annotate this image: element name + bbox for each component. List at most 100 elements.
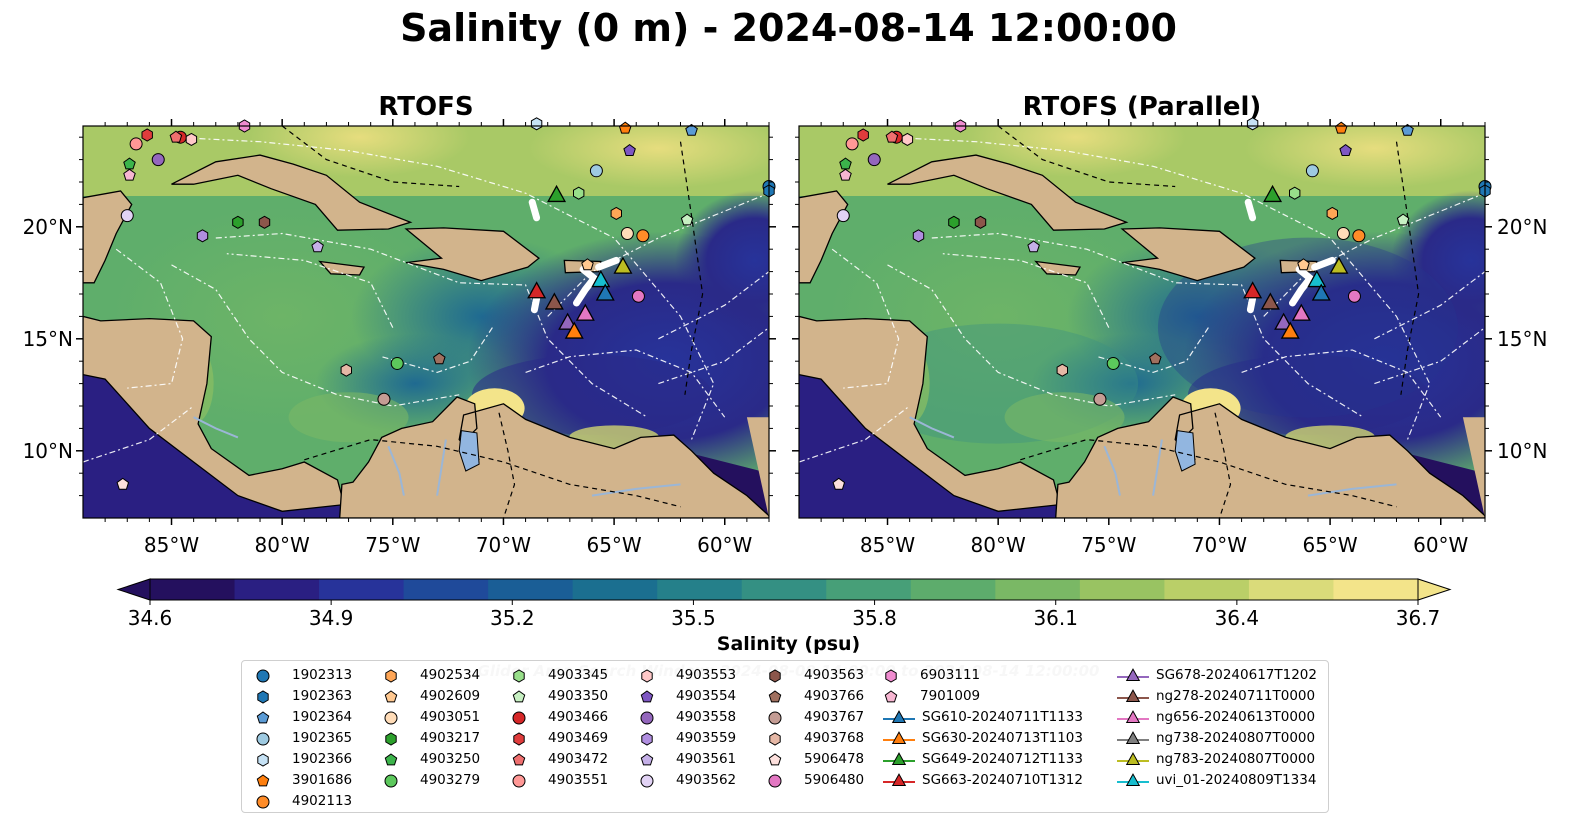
colorbar-segment (995, 579, 1081, 600)
legend-marker (640, 774, 654, 788)
float-marker-4903561 (311, 240, 324, 253)
legend-label: 4903051 (420, 709, 481, 725)
glider-marker-ng783-20240807T0000 (1329, 256, 1349, 274)
float-marker-5906478 (116, 477, 130, 490)
legend-marker (769, 732, 781, 746)
legend-marker (641, 732, 653, 746)
float-marker-4903345 (1289, 186, 1301, 200)
legend-marker (512, 753, 526, 766)
colorbar-tick-label: 35.5 (671, 606, 716, 630)
glider-marker-ng278-20240711T0000 (544, 292, 564, 310)
legend-symbol (257, 753, 269, 767)
float-marker-4903562 (836, 209, 850, 223)
legend-item-4903469: 4903469 (510, 728, 608, 748)
legend-label: 4903217 (420, 730, 481, 746)
legend-label: 5906478 (804, 751, 865, 767)
float-marker-4903472 (885, 130, 899, 143)
legend-label: SG663-20240710T1312 (922, 772, 1083, 788)
legend-marker (256, 774, 270, 787)
legend-item-4903250: 4903250 (382, 749, 480, 769)
legend-item-4903551: 4903551 (510, 770, 608, 790)
legend-item-ng656-20240613T0000: ng656-20240613T0000 (1116, 707, 1315, 727)
legend-label: 4903559 (676, 730, 737, 746)
landmass (83, 190, 133, 284)
legend-symbol (769, 732, 781, 746)
legend-symbol (640, 753, 654, 766)
float-marker-4903768 (340, 363, 352, 377)
legend-marker (884, 690, 898, 703)
glider-marker-SG678-20240617T1202 (1274, 312, 1294, 330)
map-axes: 85°W 80°W 75°W 70°W 65°W 60°W 20°N 15°N 10°N 85°W… (23, 119, 1547, 557)
x-tick-label: 70°W (476, 533, 531, 557)
legend-item-6903111: 6903111 (882, 665, 980, 685)
float-marker-4902609 (1297, 258, 1310, 271)
legend-marker (384, 774, 398, 788)
glider-marker-ng783-20240807T0000 (613, 256, 633, 274)
landmass (339, 396, 769, 518)
legend-marker (641, 669, 653, 683)
colorbar-tick-label: 35.2 (490, 606, 535, 630)
landmass (318, 260, 366, 276)
legend-item-ng783-20240807T0000: ng783-20240807T0000 (1116, 749, 1315, 769)
legend-marker (257, 690, 269, 704)
landmass (171, 154, 413, 231)
legend-label: ng738-20240807T0000 (1156, 730, 1316, 746)
legend-symbol (513, 732, 525, 746)
float-marker-4903051 (1336, 227, 1350, 241)
legend-symbol (512, 753, 526, 766)
float-marker-5906478 (832, 477, 846, 490)
panel-title-rtofs-parallel: RTOFS (Parallel) (1022, 92, 1262, 122)
float-marker-4903217 (948, 215, 960, 229)
legend-label: 4903766 (804, 688, 865, 704)
colorbar-segment (319, 579, 405, 600)
legend-symbol (256, 774, 270, 787)
legend-item-4902609: 4902609 (382, 686, 480, 706)
legend-marker (512, 690, 526, 703)
legend-label: 1902365 (292, 730, 353, 746)
landmass (1034, 260, 1082, 276)
legend-label: 4903561 (676, 751, 737, 767)
legend-symbol (384, 711, 398, 725)
legend-symbol (768, 711, 782, 725)
legend-symbol (1125, 752, 1141, 765)
x-tick-label: 85°W (144, 533, 199, 557)
legend-label: SG610-20240711T1133 (922, 709, 1083, 725)
legend-item-4903466: 4903466 (510, 707, 608, 727)
float-marker-4903554 (1339, 143, 1352, 156)
legend-item-4903562: 4903562 (638, 770, 736, 790)
glider-marker-SG678-20240617T1202 (558, 312, 578, 330)
colorbar-segment (741, 579, 827, 600)
legend-label: 3901686 (292, 772, 353, 788)
float-marker-4903553 (185, 132, 198, 146)
legend-symbol (891, 731, 907, 744)
legend-item-4903553: 4903553 (638, 665, 736, 685)
legend-label: 4903767 (804, 709, 865, 725)
legend-marker (640, 711, 654, 725)
x-tick-label: 75°W (365, 533, 420, 557)
legend-item-1902365: 1902365 (254, 728, 352, 748)
colorbar-extend-high (1417, 578, 1452, 601)
legend-item-1902366: 1902366 (254, 749, 352, 769)
legend-label: 4903469 (548, 730, 609, 746)
colorbar-frame (149, 578, 1419, 601)
legend-label: 4903250 (420, 751, 481, 767)
float-marker-4903345 (573, 186, 585, 200)
legend-label: 4903466 (548, 709, 609, 725)
legend-marker (513, 669, 525, 683)
legend-marker (512, 774, 526, 788)
legend-item-4903554: 4903554 (638, 686, 736, 706)
colorbar-segment (1248, 579, 1334, 600)
float-marker-4903551 (129, 137, 143, 151)
legend-symbol (256, 732, 270, 746)
legend-marker (883, 773, 915, 786)
legend-item-uvi_01-20240809T1334: uvi_01-20240809T1334 (1116, 770, 1316, 790)
legend-symbol (640, 711, 654, 725)
y-tick-label-right: 15°N (1497, 327, 1547, 351)
legend-label: 4903553 (676, 667, 737, 683)
legend-label: 4902609 (420, 688, 481, 704)
legend-marker (256, 669, 270, 683)
legend-item-1902313: 1902313 (254, 665, 352, 685)
colorbar-tick-label: 36.1 (1033, 606, 1078, 630)
legend-label: 4902113 (292, 793, 353, 809)
